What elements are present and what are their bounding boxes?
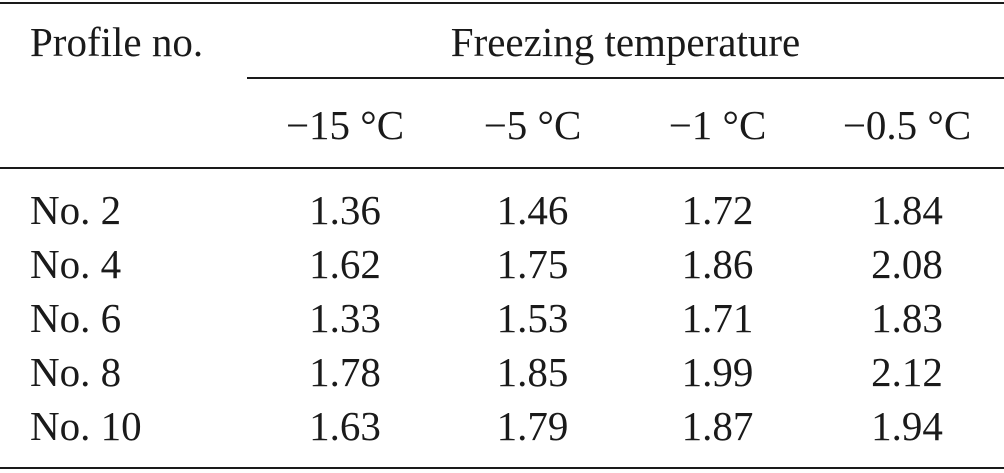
table-cell: 1.99 [681, 349, 754, 395]
top-rule [0, 2, 1004, 4]
bottom-rule [0, 467, 1004, 469]
table-cell: 1.94 [871, 403, 943, 449]
row-label: No. 6 [30, 295, 122, 341]
header-bottom-rule [0, 167, 1004, 169]
header-temp-minus-5: −5 °C [483, 102, 582, 148]
table-cell: 1.75 [496, 241, 569, 287]
header-temp-minus-1: −1 °C [668, 102, 767, 148]
header-profile-no: Profile no. [30, 19, 204, 65]
table-cell: 1.78 [309, 349, 381, 395]
group-header-rule [247, 77, 1004, 79]
table-cell: 2.12 [871, 349, 943, 395]
table-cell: 1.33 [309, 295, 381, 341]
row-label: No. 10 [30, 403, 142, 449]
table-cell: 1.46 [496, 187, 569, 233]
table-cell: 1.87 [681, 403, 754, 449]
table-cell: 1.72 [681, 187, 754, 233]
table-cell: 2.08 [871, 241, 943, 287]
table-cell: 1.63 [309, 403, 381, 449]
row-label: No. 8 [30, 349, 122, 395]
header-temp-minus-0-5: −0.5 °C [842, 102, 972, 148]
table-cell: 1.53 [496, 295, 569, 341]
header-freezing-temperature: Freezing temperature [450, 19, 801, 65]
table-cell: 1.79 [496, 403, 569, 449]
row-label: No. 2 [30, 187, 122, 233]
table-cell: 1.83 [871, 295, 943, 341]
table-cell: 1.71 [681, 295, 754, 341]
table-cell: 1.36 [309, 187, 381, 233]
header-temp-minus-15: −15 °C [285, 102, 405, 148]
table-cell: 1.85 [496, 349, 569, 395]
table-cell: 1.62 [309, 241, 381, 287]
table-cell: 1.84 [871, 187, 943, 233]
row-label: No. 4 [30, 241, 122, 287]
table-cell: 1.86 [681, 241, 754, 287]
